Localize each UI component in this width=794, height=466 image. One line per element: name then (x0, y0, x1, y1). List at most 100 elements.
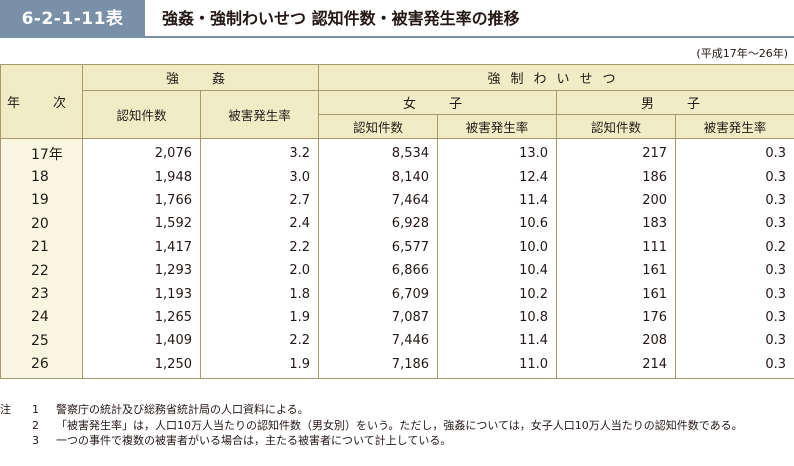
year-cell: 25 (0, 329, 83, 353)
female-cases-cell: 7,446 (318, 329, 439, 353)
male-rate-header: 被害発生率 (675, 114, 794, 139)
footnote-2: 2 「被害発生率」は，人口10万人当たりの認知件数（男女別）をいう。ただし，強姦… (0, 418, 794, 434)
table-row: 19 1,766 2.7 7,464 11.4 200 0.3 (0, 188, 794, 213)
female-rate-cell: 11.4 (437, 188, 558, 213)
table-row: 18 1,948 3.0 8,140 12.4 186 0.3 (0, 165, 794, 189)
male-cases-cell: 111 (556, 235, 677, 259)
rape-rate-cell: 1.9 (199, 352, 320, 379)
rape-rate-cell: 1.9 (199, 305, 320, 330)
female-cases-cell: 6,928 (318, 212, 439, 236)
year-cell: 22 (0, 258, 83, 283)
statistics-table: 年 次 強 姦 強制わいせつ 認知件数 被害発生率 女 子 男 子 認知件数 被… (0, 64, 794, 379)
rape-rate-cell: 2.7 (199, 188, 320, 213)
table-body: 17年 2,076 3.2 8,534 13.0 217 0.3 18 1,948 3.0 8,14… (0, 138, 794, 379)
footnote-text: 警察庁の統計及び総務省統計局の人口資料による。 (56, 403, 309, 416)
female-rate-cell: 10.8 (437, 305, 558, 330)
rape-rate-cell: 2.4 (199, 212, 320, 236)
male-rate-cell: 0.3 (675, 352, 794, 379)
male-cases-cell: 214 (556, 352, 677, 379)
female-rate-cell: 12.4 (437, 165, 558, 189)
year-cell: 19 (0, 188, 83, 213)
year-column-header: 年 次 (0, 64, 83, 139)
female-cases-cell: 7,087 (318, 305, 439, 330)
year-cell: 26 (0, 352, 83, 379)
table-row: 21 1,417 2.2 6,577 10.0 111 0.2 (0, 235, 794, 259)
rape-cases-cell: 2,076 (82, 138, 201, 166)
female-cases-cell: 6,577 (318, 235, 439, 259)
table-row: 25 1,409 2.2 7,446 11.4 208 0.3 (0, 329, 794, 353)
male-rate-cell: 0.3 (675, 188, 794, 213)
year-cell: 21 (0, 235, 83, 259)
table-row: 17年 2,076 3.2 8,534 13.0 217 0.3 (0, 138, 794, 166)
rape-cases-cell: 1,193 (82, 282, 201, 306)
table-row: 22 1,293 2.0 6,866 10.4 161 0.3 (0, 258, 794, 283)
year-cell: 20 (0, 212, 83, 236)
female-rate-cell: 13.0 (437, 138, 558, 166)
rape-cases-cell: 1,948 (82, 165, 201, 189)
rape-rate-header: 被害発生率 (199, 90, 320, 139)
male-cases-cell: 161 (556, 282, 677, 306)
rape-cases-header: 認知件数 (82, 90, 201, 139)
table-row: 23 1,193 1.8 6,709 10.2 161 0.3 (0, 282, 794, 306)
page-title: 強姦・強制わいせつ 認知件数・被害発生率の推移 (162, 9, 520, 28)
rape-cases-cell: 1,592 (82, 212, 201, 236)
female-subgroup-header: 女 子 (318, 90, 558, 115)
rape-cases-cell: 1,265 (82, 305, 201, 330)
female-cases-cell: 6,866 (318, 258, 439, 283)
title-underline (145, 36, 794, 38)
male-rate-cell: 0.3 (675, 329, 794, 353)
rape-cases-cell: 1,409 (82, 329, 201, 353)
male-cases-cell: 200 (556, 188, 677, 213)
year-cell: 17年 (0, 138, 83, 166)
footnote-number: 3 (32, 434, 39, 447)
female-rate-cell: 10.0 (437, 235, 558, 259)
footnote-1: 注 1 警察庁の統計及び総務省統計局の人口資料による。 (0, 402, 794, 418)
male-rate-cell: 0.3 (675, 282, 794, 306)
rape-cases-cell: 1,250 (82, 352, 201, 379)
notes-label: 注 (0, 403, 11, 416)
male-cases-cell: 176 (556, 305, 677, 330)
female-rate-cell: 11.4 (437, 329, 558, 353)
rape-rate-cell: 2.2 (199, 329, 320, 353)
footnote-text: 一つの事件で複数の被害者がいる場合は，主たる被害者について計上している。 (56, 434, 452, 447)
female-cases-cell: 6,709 (318, 282, 439, 306)
year-cell: 23 (0, 282, 83, 306)
footnote-number: 1 (32, 403, 39, 416)
male-rate-cell: 0.3 (675, 165, 794, 189)
male-cases-cell: 217 (556, 138, 677, 166)
footnote-number: 2 (32, 418, 39, 432)
female-rate-cell: 10.2 (437, 282, 558, 306)
rape-rate-cell: 3.0 (199, 165, 320, 189)
female-rate-cell: 11.0 (437, 352, 558, 379)
female-cases-cell: 7,186 (318, 352, 439, 379)
table-row: 26 1,250 1.9 7,186 11.0 214 0.3 (0, 352, 794, 379)
male-subgroup-header: 男 子 (556, 90, 794, 115)
table-row: 24 1,265 1.9 7,087 10.8 176 0.3 (0, 305, 794, 330)
female-cases-cell: 8,140 (318, 165, 439, 189)
table-row: 20 1,592 2.4 6,928 10.6 183 0.3 (0, 212, 794, 236)
female-cases-cell: 8,534 (318, 138, 439, 166)
male-cases-cell: 183 (556, 212, 677, 236)
male-cases-cell: 208 (556, 329, 677, 353)
female-cases-header: 認知件数 (318, 114, 439, 139)
table-number-badge: 6-2-1-11表 (0, 0, 145, 38)
year-cell: 18 (0, 165, 83, 189)
male-rate-cell: 0.3 (675, 258, 794, 283)
footnote-text: 「被害発生率」は，人口10万人当たりの認知件数（男女別）をいう。ただし，強姦につ… (56, 418, 743, 432)
male-rate-cell: 0.3 (675, 212, 794, 236)
male-cases-cell: 161 (556, 258, 677, 283)
male-cases-header: 認知件数 (556, 114, 677, 139)
indecent-assault-group-header: 強制わいせつ (318, 64, 794, 91)
title-bar: 6-2-1-11表 強姦・強制わいせつ 認知件数・被害発生率の推移 (0, 0, 794, 38)
rape-cases-cell: 1,417 (82, 235, 201, 259)
male-rate-cell: 0.3 (675, 305, 794, 330)
rape-rate-cell: 3.2 (199, 138, 320, 166)
footnotes: 注 1 警察庁の統計及び総務省統計局の人口資料による。 2 「被害発生率」は，人… (0, 402, 794, 449)
period-label: (平成17年～26年) (696, 47, 788, 60)
rape-rate-cell: 2.0 (199, 258, 320, 283)
female-rate-cell: 10.4 (437, 258, 558, 283)
rape-cases-cell: 1,766 (82, 188, 201, 213)
female-rate-cell: 10.6 (437, 212, 558, 236)
male-rate-cell: 0.2 (675, 235, 794, 259)
rape-group-header: 強 姦 (81, 64, 320, 91)
